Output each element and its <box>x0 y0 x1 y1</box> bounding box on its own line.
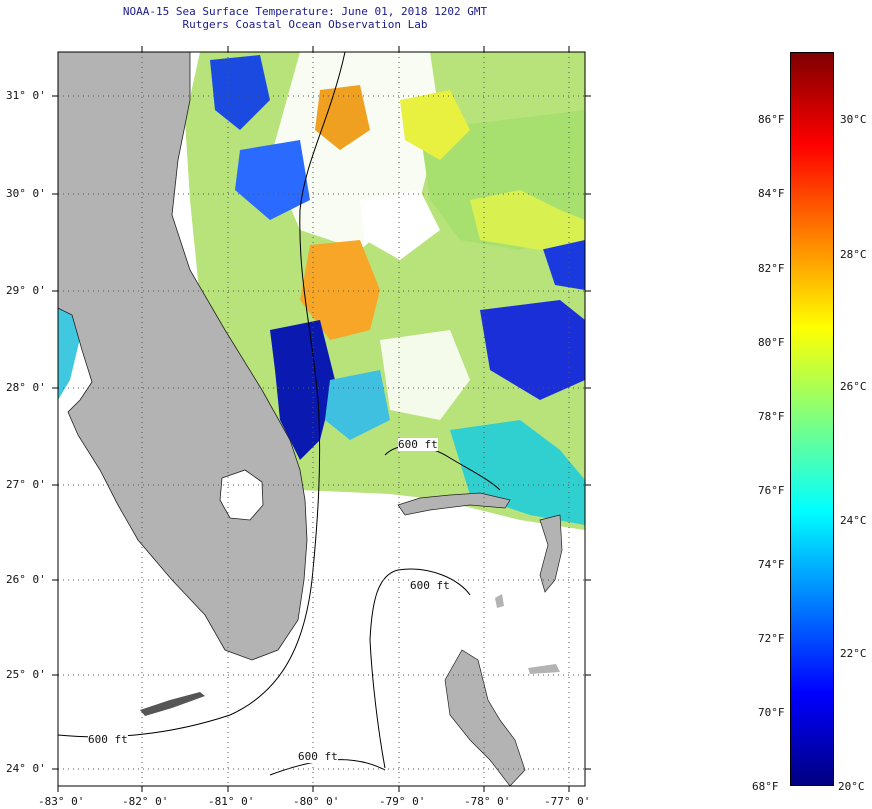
lake-okeechobee <box>219 469 264 521</box>
colorbar-label-c: 28°C <box>840 248 867 261</box>
colorbar-label-f: 80°F <box>758 336 785 349</box>
colorbar-label-f: 72°F <box>758 632 785 645</box>
colorbar-label-c: 24°C <box>840 514 867 527</box>
lat-label-26: 26° 0' <box>6 573 46 586</box>
colorbar-label-f: 76°F <box>758 484 785 497</box>
land-florida-keys <box>140 692 205 716</box>
colorbar-label-f: 84°F <box>758 187 785 200</box>
lon-label-83: -83° 0' <box>38 795 85 808</box>
land-eleuthera <box>528 664 560 674</box>
lon-label-81: -81° 0' <box>208 795 255 808</box>
lat-label-29: 29° 0' <box>6 284 46 297</box>
lat-label-31: 31° 0' <box>6 89 46 102</box>
colorbar-label-f: 68°F <box>752 780 779 793</box>
colorbar-label-c: 20°C <box>838 780 865 793</box>
colorbar-label-f: 78°F <box>758 410 785 423</box>
colorbar-label-c: 30°C <box>840 113 867 126</box>
contour-label: 600 ft <box>410 579 450 592</box>
lon-label-79: -79° 0' <box>379 795 426 808</box>
colorbar-label-f: 70°F <box>758 706 785 719</box>
map-ticks <box>52 46 591 792</box>
contour-label: 600 ft <box>298 750 338 763</box>
lon-label-82: -82° 0' <box>122 795 169 808</box>
land-abaco <box>539 514 563 593</box>
land-bimini <box>495 594 504 608</box>
colorbar-label-c: 22°C <box>840 647 867 660</box>
colorbar-label-f: 82°F <box>758 262 785 275</box>
colorbar-label-f: 86°F <box>758 113 785 126</box>
lat-label-27: 27° 0' <box>6 478 46 491</box>
lat-label-24: 24° 0' <box>6 762 46 775</box>
colorbar-label-c: 26°C <box>840 380 867 393</box>
lat-label-28: 28° 0' <box>6 381 46 394</box>
map-title: NOAA-15 Sea Surface Temperature: June 01… <box>122 5 488 18</box>
contour-label: 600 ft <box>88 733 128 746</box>
land-andros <box>444 649 526 786</box>
contour-label: 600 ft <box>398 438 438 451</box>
lon-label-77: -77° 0' <box>544 795 591 808</box>
lon-label-78: -78° 0' <box>464 795 511 808</box>
map-subtitle: Rutgers Coastal Ocean Observation Lab <box>182 18 428 31</box>
colorbar-label-f: 74°F <box>758 558 785 571</box>
land-grand-bahama <box>397 492 511 516</box>
lon-label-80: -80° 0' <box>293 795 340 808</box>
lat-label-30: 30° 0' <box>6 187 46 200</box>
map-frame <box>57 51 586 787</box>
lat-label-25: 25° 0' <box>6 668 46 681</box>
colorbar <box>790 52 834 786</box>
